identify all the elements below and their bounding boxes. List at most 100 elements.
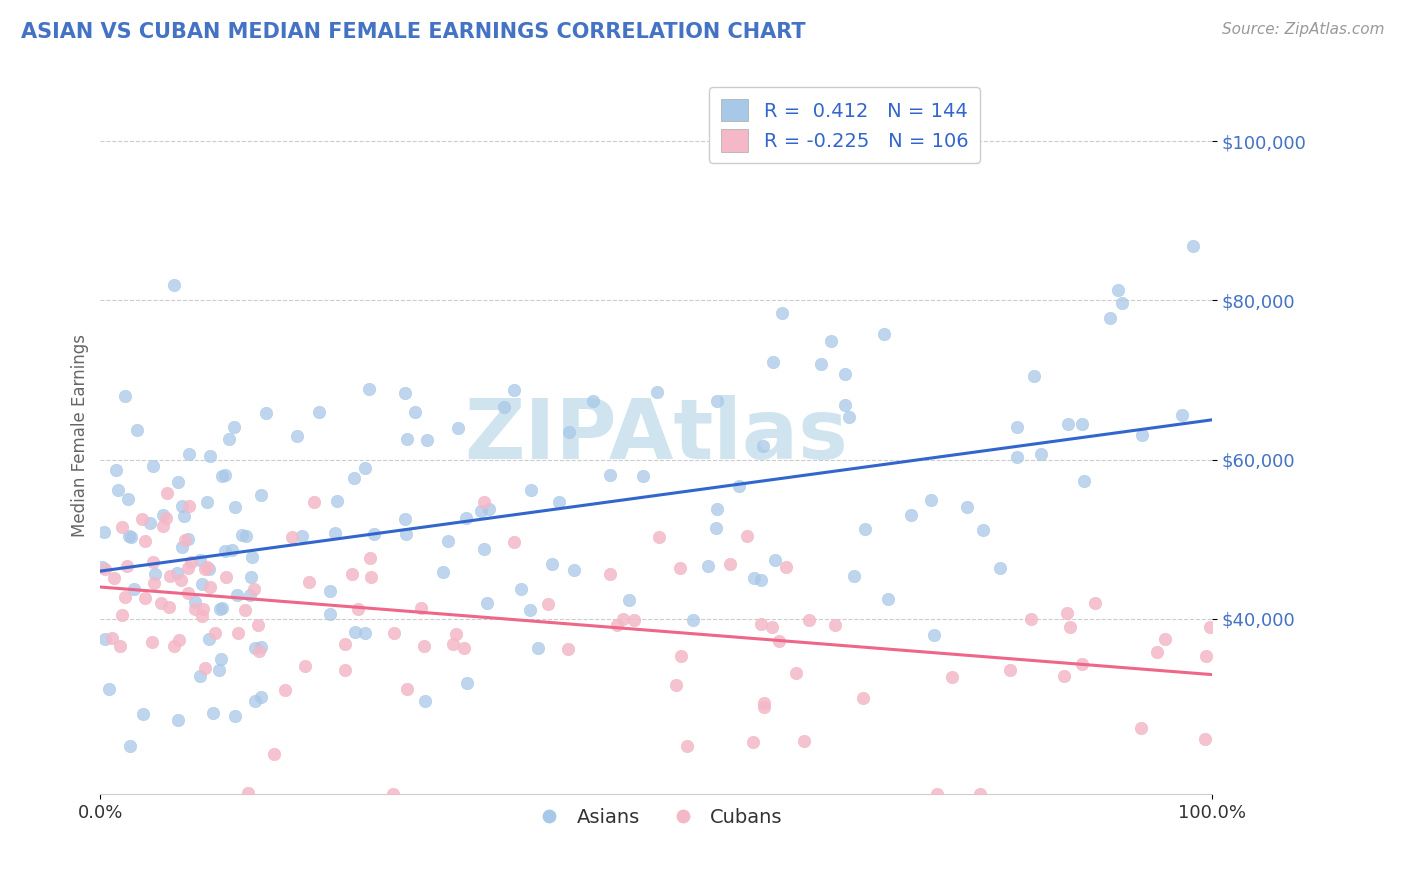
Point [838, 409, 860, 424]
Point [1073, 474, 1095, 488]
Point [728, 479, 751, 493]
Point [194, 562, 217, 576]
Point [474, 542, 496, 557]
Point [166, 566, 188, 580]
Point [347, 601, 370, 615]
Point [114, 389, 136, 403]
Point [396, 433, 419, 447]
Point [537, 597, 560, 611]
Point [263, 747, 285, 761]
Point [1198, 620, 1220, 634]
Point [619, 592, 641, 607]
Point [134, 591, 156, 605]
Point [454, 511, 477, 525]
Point [810, 357, 832, 371]
Point [118, 739, 141, 753]
Point [447, 421, 470, 435]
Point [107, 483, 129, 498]
Point [824, 617, 846, 632]
Point [111, 520, 134, 534]
Point [103, 571, 125, 585]
Point [526, 641, 548, 656]
Point [599, 566, 621, 581]
Point [749, 617, 772, 632]
Point [353, 461, 375, 475]
Point [294, 659, 316, 673]
Point [198, 632, 221, 646]
Point [143, 575, 166, 590]
Point [1052, 669, 1074, 683]
Point [1170, 409, 1192, 423]
Point [762, 355, 785, 369]
Point [198, 450, 221, 464]
Point [250, 640, 273, 654]
Point [188, 552, 211, 566]
Point [706, 502, 728, 516]
Point [395, 527, 418, 541]
Point [98, 681, 121, 696]
Point [211, 468, 233, 483]
Point [90, 560, 112, 574]
Point [114, 590, 136, 604]
Point [752, 699, 775, 714]
Point [208, 663, 231, 677]
Point [194, 661, 217, 675]
Point [319, 607, 342, 621]
Point [470, 504, 492, 518]
Point [453, 641, 475, 656]
Point [236, 786, 259, 800]
Legend: Asians, Cubans: Asians, Cubans [522, 800, 790, 835]
Point [204, 626, 226, 640]
Point [120, 531, 142, 545]
Point [254, 406, 277, 420]
Point [172, 541, 194, 555]
Point [456, 676, 478, 690]
Point [124, 582, 146, 596]
Point [117, 491, 139, 506]
Point [115, 559, 138, 574]
Point [669, 648, 692, 663]
Point [224, 709, 246, 723]
Point [557, 642, 579, 657]
Point [191, 577, 214, 591]
Point [159, 569, 181, 583]
Point [188, 669, 211, 683]
Point [142, 555, 165, 569]
Point [285, 428, 308, 442]
Point [413, 639, 436, 653]
Point [633, 469, 655, 483]
Point [394, 385, 416, 400]
Point [360, 570, 382, 584]
Point [169, 633, 191, 648]
Point [472, 494, 495, 508]
Point [503, 383, 526, 397]
Point [1154, 632, 1177, 646]
Point [170, 499, 193, 513]
Point [319, 584, 342, 599]
Point [222, 420, 245, 434]
Point [437, 534, 460, 549]
Point [1019, 612, 1042, 626]
Point [675, 739, 697, 753]
Point [988, 561, 1011, 575]
Point [247, 618, 270, 632]
Point [281, 530, 304, 544]
Point [1130, 722, 1153, 736]
Point [226, 625, 249, 640]
Point [519, 603, 541, 617]
Text: Source: ZipAtlas.com: Source: ZipAtlas.com [1222, 22, 1385, 37]
Point [503, 535, 526, 549]
Point [834, 367, 856, 381]
Point [152, 518, 174, 533]
Point [793, 734, 815, 748]
Point [478, 502, 501, 516]
Point [105, 463, 128, 477]
Point [157, 600, 180, 615]
Point [149, 596, 172, 610]
Text: ZIPAtlas: ZIPAtlas [464, 395, 848, 476]
Point [308, 405, 330, 419]
Point [1022, 368, 1045, 383]
Point [209, 652, 232, 666]
Point [612, 612, 634, 626]
Point [191, 601, 214, 615]
